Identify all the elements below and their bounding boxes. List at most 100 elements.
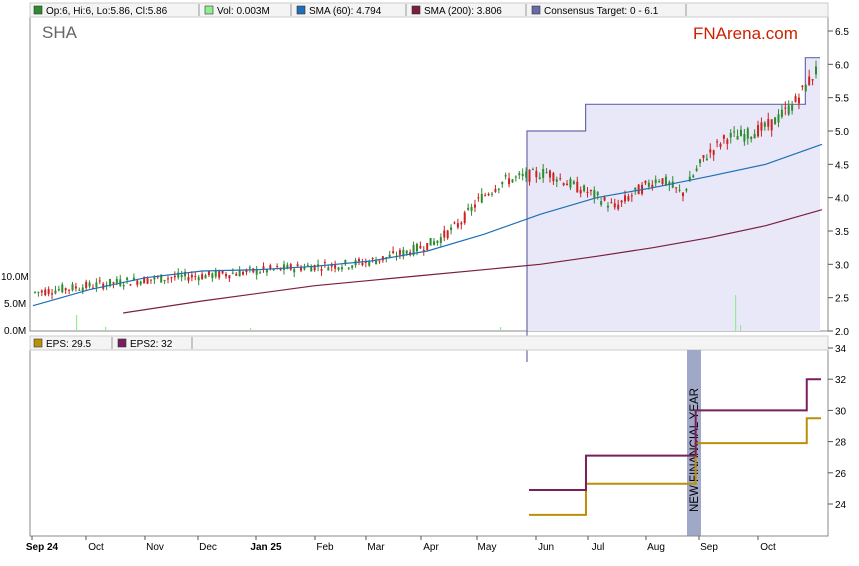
candle-body	[146, 278, 149, 284]
candle-body	[508, 178, 511, 185]
candle-body	[521, 173, 524, 177]
candle-body	[173, 275, 176, 278]
eps-tick-label: 30	[835, 406, 847, 417]
vol-label-0m: 0.0M	[4, 326, 26, 337]
candle-body	[91, 287, 94, 289]
candle-body	[467, 207, 470, 210]
x-tick-label: Sep 24	[26, 542, 59, 553]
legend-swatch	[33, 338, 43, 348]
candle-body	[44, 289, 47, 296]
candle-body	[620, 200, 623, 203]
candle-body	[767, 119, 770, 127]
candle-body	[658, 181, 661, 183]
new-financial-year-band	[687, 350, 701, 536]
price-tick-label: 4.5	[835, 160, 849, 171]
candle-body	[327, 267, 330, 271]
candle-body	[136, 280, 139, 285]
candle-body	[603, 197, 606, 201]
candle-body	[797, 97, 800, 104]
legend-swatch	[33, 5, 43, 15]
candle-body	[47, 289, 50, 294]
eps-legend-bar	[29, 335, 829, 351]
candle-body	[729, 132, 732, 138]
candle-body	[221, 270, 224, 274]
candle-body	[780, 109, 783, 117]
ticker-label: SHA	[42, 23, 78, 42]
candle-body	[306, 265, 309, 267]
candle-body	[347, 267, 350, 269]
candle-body	[224, 274, 227, 277]
eps2-line	[529, 378, 821, 491]
candle-body	[167, 278, 170, 280]
candle-body	[647, 182, 650, 187]
candle-body	[535, 170, 538, 178]
candle-body	[245, 269, 248, 273]
legend-label: EPS: 29.5	[46, 339, 91, 350]
candle-body	[436, 240, 439, 244]
x-tick-label: Mar	[367, 542, 385, 553]
candle-body	[293, 269, 296, 273]
candle-body	[78, 289, 81, 291]
candle-body	[368, 261, 371, 266]
candle-body	[804, 84, 807, 92]
candle-body	[187, 277, 190, 281]
volume-bars	[76, 295, 742, 331]
candle-body	[197, 277, 200, 281]
x-tick-label: Nov	[146, 542, 164, 553]
candle-body	[112, 282, 115, 284]
candle-body	[412, 244, 415, 256]
candle-body	[688, 176, 691, 182]
candle-body	[378, 260, 381, 262]
candle-body	[286, 264, 289, 269]
x-tick-label: Feb	[316, 542, 334, 553]
candle-body	[552, 173, 555, 182]
candle-body	[559, 178, 562, 180]
candle-body	[569, 178, 572, 188]
candle-body	[699, 159, 702, 164]
candle-body	[750, 137, 753, 140]
candle-body	[753, 133, 756, 139]
candle-body	[784, 107, 787, 109]
candle-body	[57, 289, 60, 291]
candle-body	[630, 195, 633, 197]
legend-swatch	[531, 5, 541, 15]
candle-body	[811, 79, 814, 81]
candle-body	[661, 178, 664, 185]
candle-body	[579, 189, 582, 194]
candle-body	[548, 170, 551, 178]
eps-tick-label: 32	[835, 375, 847, 386]
consensus-target-line	[526, 57, 820, 362]
price-tick-label: 6.0	[835, 60, 849, 71]
candle-body	[572, 181, 575, 184]
legend-label: Vol: 0.003M	[217, 6, 270, 17]
eps-legend: EPS: 29.5 EPS2: 32	[29, 335, 829, 351]
candle-body	[54, 290, 57, 294]
candle-body	[149, 279, 152, 281]
candle-body	[337, 267, 340, 270]
volume-bar	[500, 327, 502, 331]
candle-body	[115, 278, 118, 283]
candle-body	[473, 204, 476, 208]
x-tick-label: Dec	[199, 542, 217, 553]
candle-body	[651, 184, 654, 188]
price-tick-label: 2.0	[835, 327, 849, 338]
eps-tick-label: 28	[835, 438, 847, 449]
candle-body	[671, 181, 674, 188]
legend-label: EPS2: 32	[130, 339, 173, 350]
candle-body	[627, 196, 630, 201]
candle-body	[654, 179, 657, 184]
candle-body	[122, 285, 125, 287]
candle-body	[542, 168, 545, 178]
candle-body	[712, 150, 715, 155]
candle-body	[357, 258, 360, 262]
candle-body	[88, 282, 91, 287]
candle-body	[692, 175, 695, 178]
price-tick-label: 5.5	[835, 94, 849, 105]
candle-body	[81, 287, 84, 291]
candle-body	[480, 193, 483, 203]
candle-body	[375, 260, 378, 265]
candle-body	[460, 222, 463, 225]
candle-body	[109, 278, 112, 286]
candle-body	[303, 266, 306, 270]
candle-body	[61, 284, 64, 293]
